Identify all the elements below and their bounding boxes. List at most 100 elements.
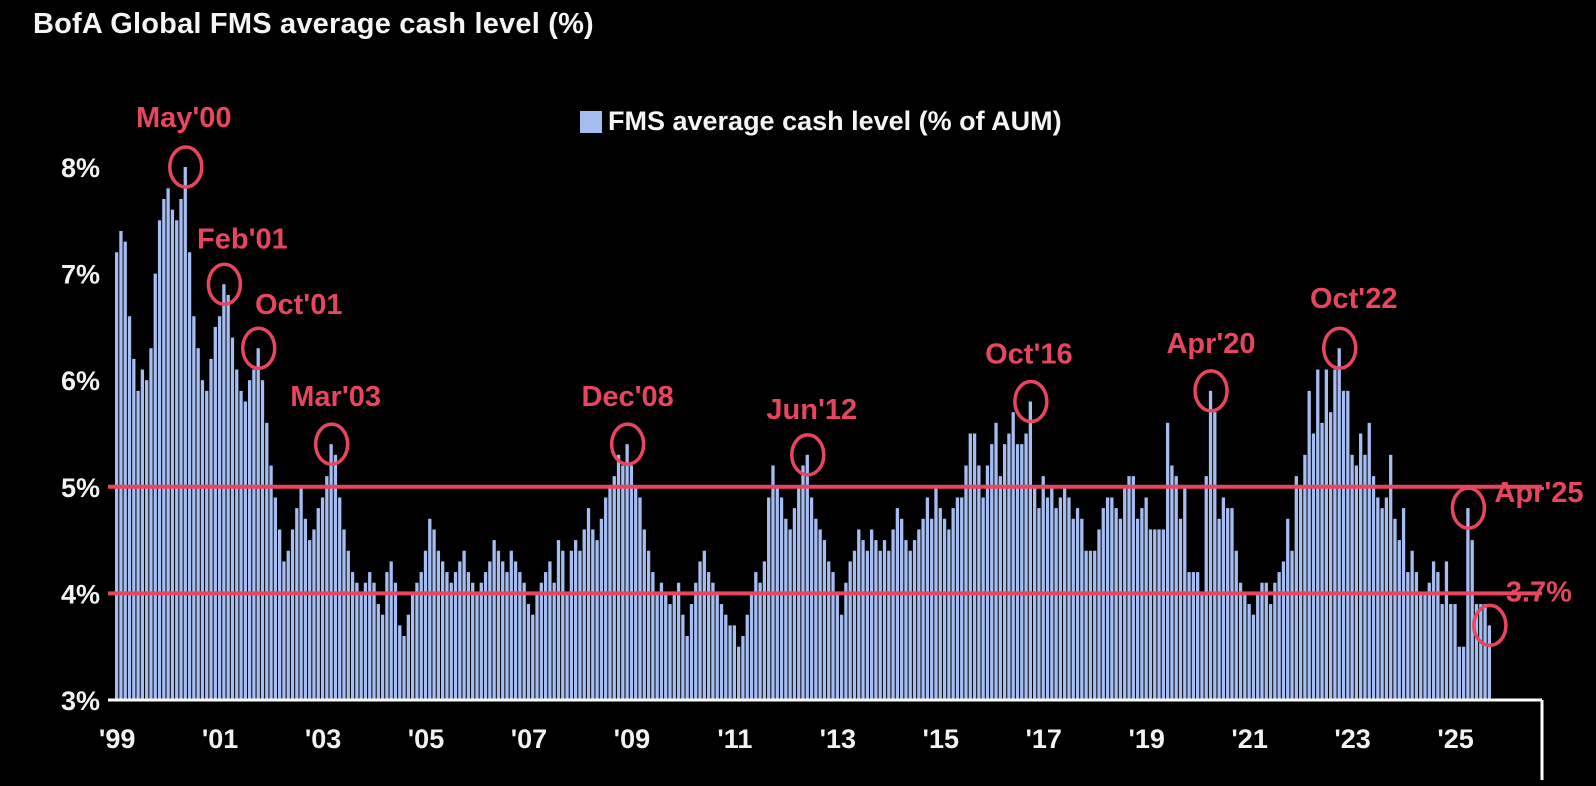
- bar: [368, 572, 372, 700]
- bar: [316, 508, 320, 700]
- bar: [724, 614, 728, 700]
- bar: [458, 561, 462, 700]
- bar: [269, 465, 273, 700]
- bar: [1217, 518, 1221, 700]
- bar: [904, 540, 908, 700]
- bar: [788, 529, 792, 700]
- bar: [569, 550, 573, 700]
- reference-lines: [108, 484, 1542, 596]
- bar: [1011, 412, 1015, 700]
- bar: [882, 540, 887, 700]
- bar: [1277, 572, 1281, 700]
- bar: [1221, 497, 1226, 700]
- bar: [1007, 433, 1011, 700]
- bar: [466, 572, 471, 700]
- bar: [363, 582, 368, 700]
- bar: [865, 550, 869, 700]
- bar: [149, 348, 153, 700]
- bar: [329, 444, 333, 700]
- bar: [140, 369, 145, 700]
- bar: [1024, 433, 1028, 700]
- bar: [531, 614, 535, 700]
- bar: [123, 241, 127, 700]
- bar: [852, 550, 857, 700]
- bar: [1479, 604, 1483, 700]
- bar: [393, 582, 398, 700]
- x-tick-label: '15: [923, 724, 959, 754]
- bar: [672, 593, 676, 700]
- bar: [230, 337, 235, 700]
- bar: [273, 497, 278, 700]
- bar: [1075, 508, 1080, 700]
- bar: [561, 550, 565, 700]
- bar: [187, 252, 192, 700]
- bar: [1466, 508, 1470, 700]
- bar: [732, 625, 737, 700]
- bar: [217, 316, 222, 700]
- x-tick-label: '19: [1128, 724, 1164, 754]
- bar: [543, 572, 548, 700]
- bar: [222, 284, 226, 700]
- bar: [372, 582, 376, 700]
- bar: [385, 572, 389, 700]
- bar: [462, 550, 466, 700]
- bar: [432, 529, 436, 700]
- annotation-circle-icon: [240, 326, 277, 370]
- bar: [278, 529, 282, 700]
- bar: [488, 561, 492, 700]
- bar: [260, 380, 265, 700]
- bar: [479, 582, 483, 700]
- bar: [295, 508, 299, 700]
- bar: [513, 561, 518, 700]
- bar: [1401, 508, 1406, 700]
- bar: [1071, 518, 1075, 700]
- bar: [1453, 604, 1457, 700]
- bar: [947, 529, 951, 700]
- bar: [912, 540, 917, 700]
- bar: [1307, 390, 1311, 700]
- bar: [1328, 412, 1333, 700]
- bar: [891, 529, 895, 700]
- annotation-circle-icon: [790, 433, 826, 477]
- bar: [1380, 508, 1384, 700]
- bar: [822, 540, 827, 700]
- x-tick-label: '21: [1231, 724, 1267, 754]
- y-tick-label: 6%: [61, 366, 100, 396]
- bar: [1243, 593, 1247, 700]
- bar: [548, 561, 552, 700]
- annotation-circle-icon: [1472, 603, 1508, 648]
- bar: [552, 582, 556, 700]
- annotation-label: Oct'22: [1310, 283, 1398, 315]
- x-tick-label: '25: [1437, 724, 1473, 754]
- bar: [998, 476, 1002, 700]
- bar: [848, 561, 852, 700]
- bar: [166, 188, 170, 700]
- bar: [162, 198, 166, 701]
- bar: [1436, 572, 1440, 700]
- bar: [1371, 476, 1376, 700]
- bar: [921, 518, 925, 700]
- bar: [235, 369, 239, 700]
- bar: [243, 401, 247, 700]
- bar: [209, 358, 213, 700]
- bar: [1341, 390, 1346, 700]
- bar: [642, 529, 646, 700]
- bar: [428, 518, 432, 700]
- bar: [668, 604, 672, 700]
- bar: [303, 518, 308, 700]
- bar: [1200, 593, 1204, 700]
- bar: [595, 540, 599, 700]
- annotation-label: Apr'20: [1166, 328, 1255, 360]
- bar: [312, 529, 316, 700]
- bar: [325, 476, 329, 700]
- legend-label: FMS average cash level (% of AUM): [608, 106, 1062, 136]
- bar: [256, 348, 260, 700]
- bar: [196, 348, 200, 700]
- bar: [1461, 646, 1466, 700]
- bar: [749, 593, 754, 700]
- bar: [801, 465, 805, 700]
- bar: [878, 550, 882, 700]
- bar: [874, 540, 878, 700]
- bar: [844, 582, 848, 700]
- bar: [1208, 390, 1213, 700]
